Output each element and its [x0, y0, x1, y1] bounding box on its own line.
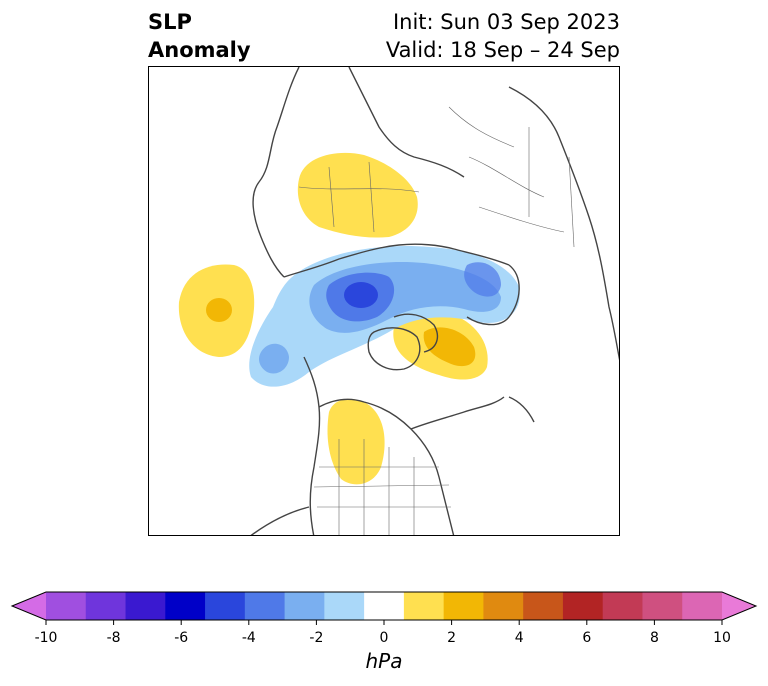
colorbar-segment	[483, 592, 524, 620]
negative-anomaly-arctic	[249, 246, 520, 387]
colorbar-tick-label: 4	[515, 630, 524, 646]
colorbar-segment	[205, 592, 246, 620]
colorbar-extend-high	[722, 592, 756, 620]
colorbar-segment	[324, 592, 365, 620]
map-canvas	[178, 67, 619, 535]
colorbar-segment	[682, 592, 723, 620]
colorbar-segment	[602, 592, 643, 620]
colorbar-segment	[284, 592, 325, 620]
colorbar-segment	[46, 592, 87, 620]
colorbar-segment	[642, 592, 683, 620]
colorbar-extend-low	[12, 592, 46, 620]
map-title: SLP Anomaly	[148, 8, 251, 64]
colorbar-segment	[443, 592, 484, 620]
colorbar-unit-label: hPa	[366, 649, 403, 673]
colorbar-segment	[562, 592, 604, 620]
colorbar-segment	[244, 592, 286, 620]
colorbar-tick-label: 6	[582, 630, 591, 646]
colorbar-segment	[364, 592, 405, 620]
colorbar-tick-label: -10	[35, 630, 58, 646]
colorbar-tick-label: -8	[107, 630, 121, 646]
colorbar-tick-label: 2	[447, 630, 456, 646]
colorbar-segment	[523, 592, 564, 620]
title-line-2: Anomaly	[148, 38, 251, 62]
colorbar-tick-label: 8	[650, 630, 659, 646]
positive-anomaly-pacific	[178, 264, 255, 357]
colorbar-segment	[85, 592, 127, 620]
borders	[298, 106, 575, 535]
positive-anomaly-siberia	[297, 152, 418, 238]
colorbar-segments	[10, 591, 758, 621]
positive-anomaly-greenland	[393, 310, 488, 380]
colorbar-tick-label: 0	[380, 630, 389, 646]
colorbar-tick-label: -2	[309, 630, 323, 646]
colorbar-tick-label: -4	[242, 630, 256, 646]
colorbar-segment	[125, 592, 166, 620]
coastlines	[250, 67, 619, 535]
colorbar-segment	[165, 592, 206, 620]
colorbar-segment	[403, 592, 445, 620]
title-line-1: SLP	[148, 10, 192, 34]
anomaly-map	[148, 66, 620, 536]
colorbar-tick-label: 10	[713, 630, 731, 646]
run-info: Init: Sun 03 Sep 2023 Valid: 18 Sep – 24…	[386, 8, 620, 64]
positive-anomaly-north-america	[327, 398, 385, 485]
colorbar-tick-label: -6	[174, 630, 188, 646]
valid-range: Valid: 18 Sep – 24 Sep	[385, 38, 620, 62]
colorbar: -10 -8 -6 -4 -2 0 2 4 6 8 10 hPa	[10, 591, 758, 673]
init-date: Init: Sun 03 Sep 2023	[392, 10, 620, 34]
colorbar-ticks: -10 -8 -6 -4 -2 0 2 4 6 8 10	[35, 620, 731, 646]
